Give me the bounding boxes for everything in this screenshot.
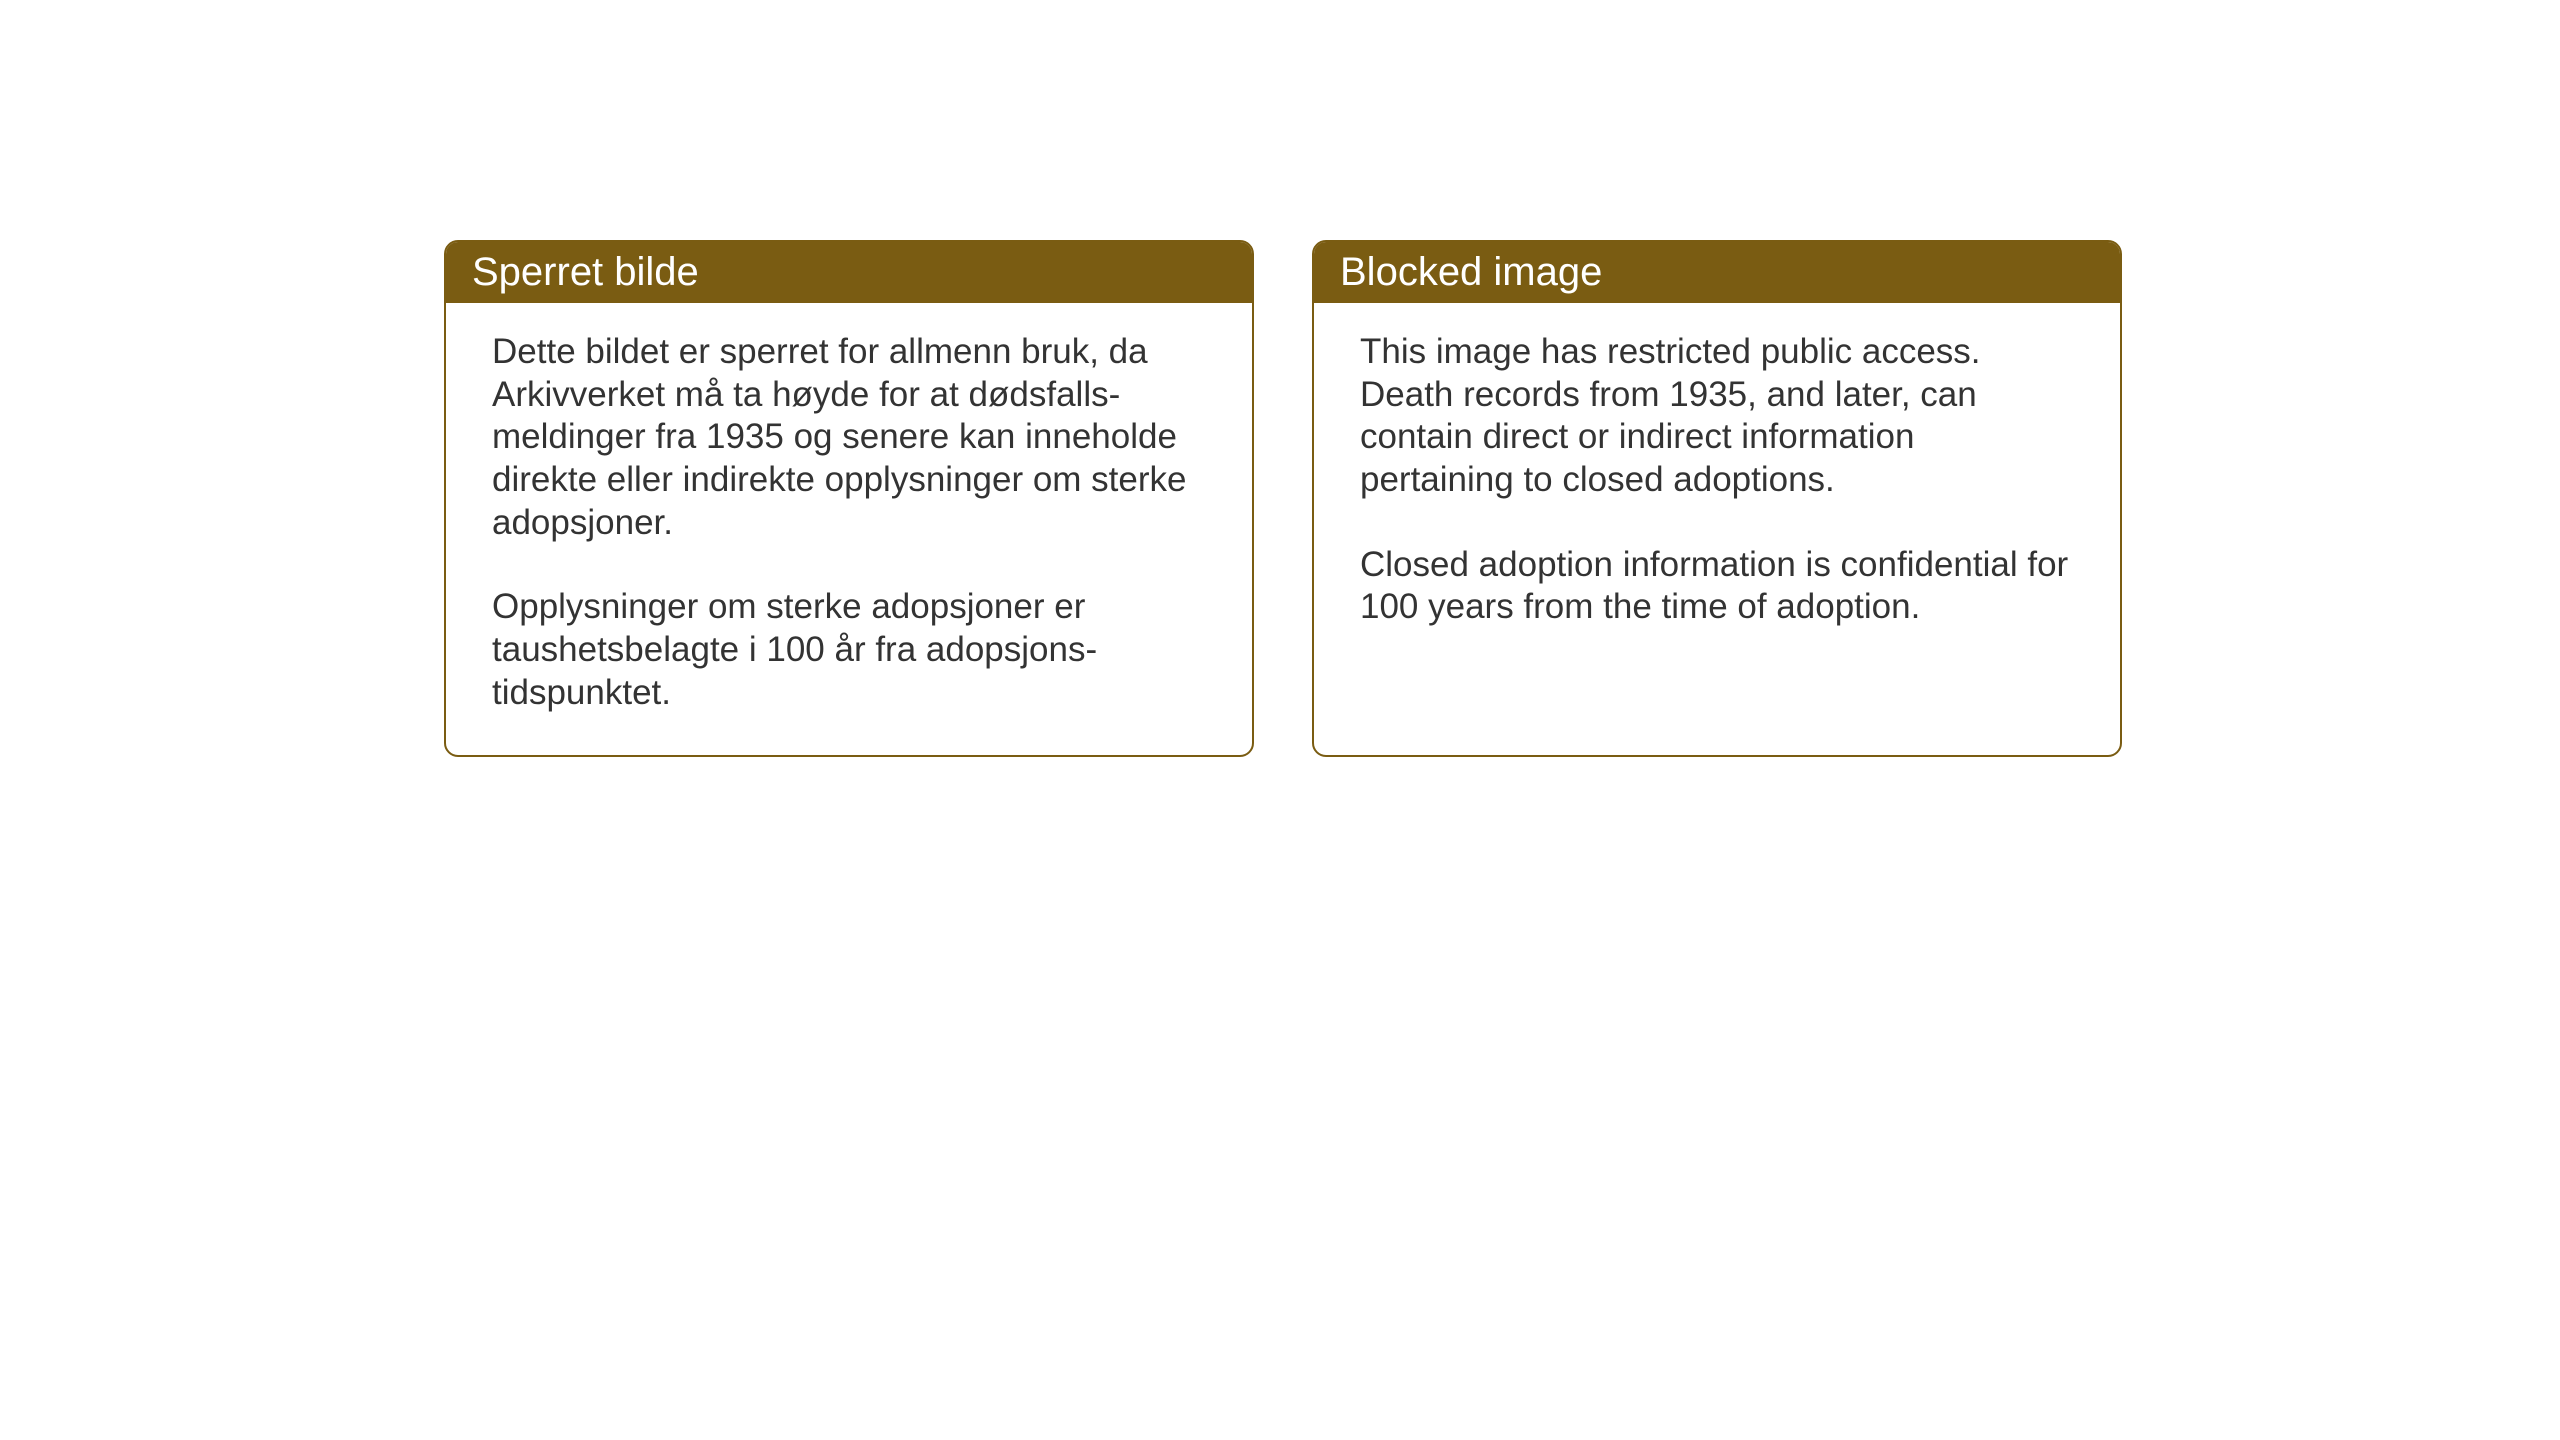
notice-paragraph: Dette bildet er sperret for allmenn bruk… bbox=[492, 331, 1206, 544]
notice-box-english: Blocked image This image has restricted … bbox=[1312, 240, 2122, 757]
notice-paragraph: This image has restricted public access.… bbox=[1360, 331, 2074, 502]
notice-header-norwegian: Sperret bilde bbox=[446, 242, 1252, 303]
notice-container: Sperret bilde Dette bildet er sperret fo… bbox=[444, 240, 2122, 757]
notice-body-norwegian: Dette bildet er sperret for allmenn bruk… bbox=[446, 303, 1252, 755]
notice-box-norwegian: Sperret bilde Dette bildet er sperret fo… bbox=[444, 240, 1254, 757]
notice-paragraph: Opplysninger om sterke adopsjoner er tau… bbox=[492, 586, 1206, 714]
notice-body-english: This image has restricted public access.… bbox=[1314, 303, 2120, 669]
notice-paragraph: Closed adoption information is confident… bbox=[1360, 544, 2074, 629]
notice-header-english: Blocked image bbox=[1314, 242, 2120, 303]
